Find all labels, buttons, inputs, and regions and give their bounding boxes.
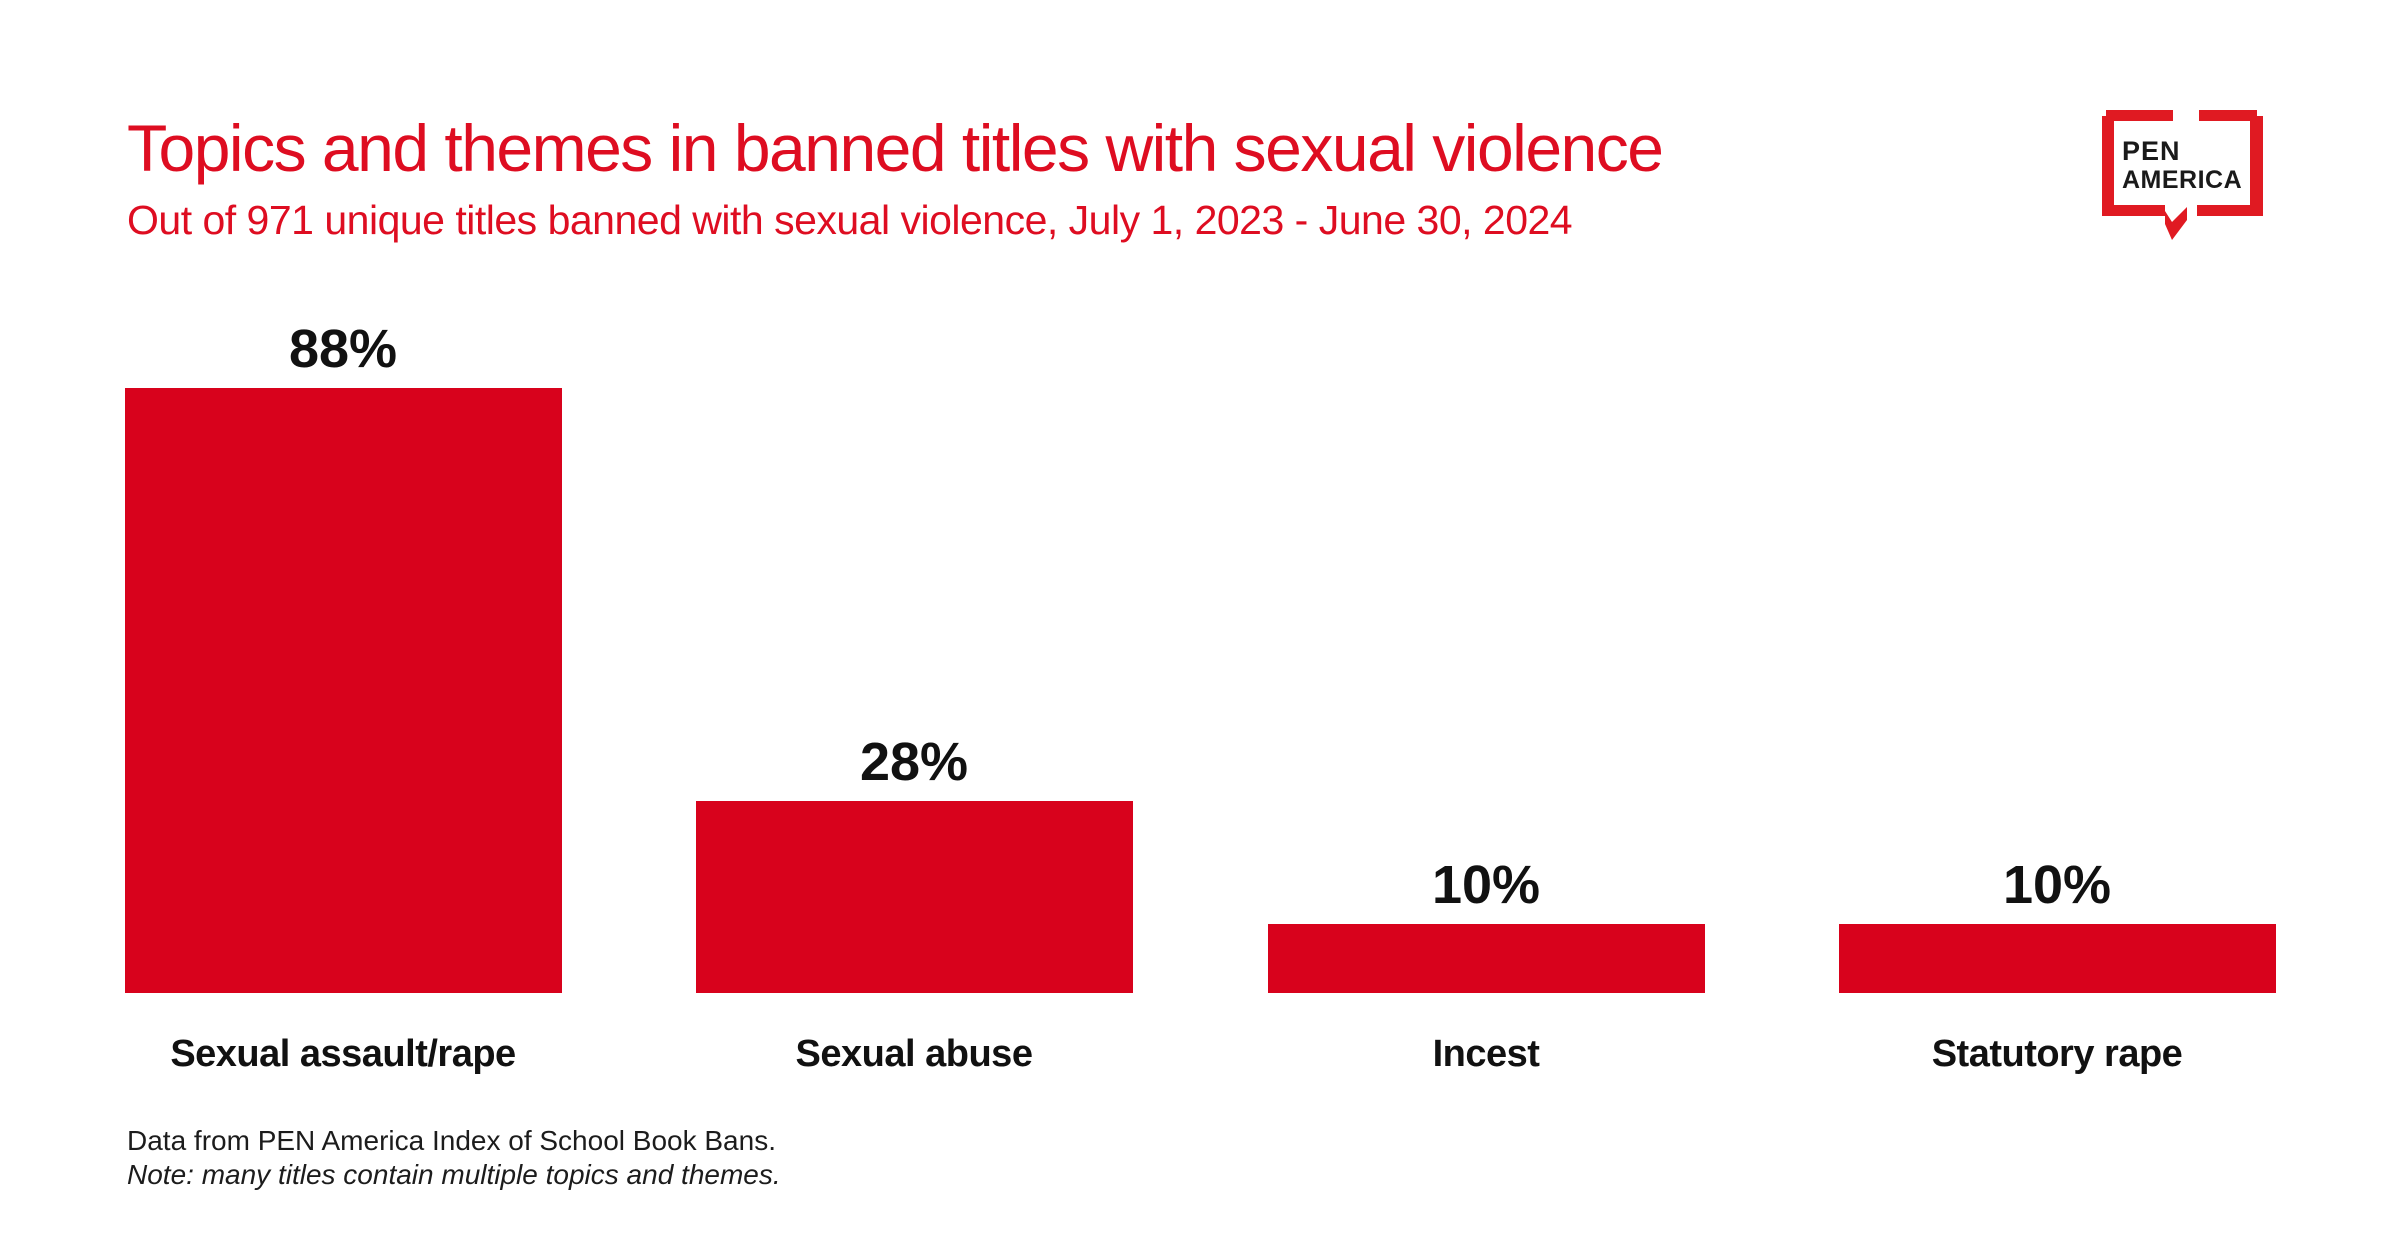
bar-value-label-statutory-rape: 10%: [2002, 855, 2112, 916]
bar-category-label-sexual-assault-rape: Sexual assault/rape: [170, 1033, 516, 1075]
bar-sexual-assault-rape: [124, 388, 562, 993]
bar-group-sexual-abuse: 28% Sexual abuse: [695, 0, 1133, 1260]
bar-category-label-incest: Incest: [1432, 1033, 1540, 1075]
bar-category-label-statutory-rape: Statutory rape: [1931, 1033, 2183, 1075]
bar-group-statutory-rape: 10% Statutory rape: [1838, 0, 2276, 1260]
pen-america-logo: PEN AMERICA: [2100, 108, 2270, 248]
bar-group-sexual-assault-rape: 88% Sexual assault/rape: [124, 0, 562, 1260]
footer-source: Data from PEN America Index of School Bo…: [127, 1125, 776, 1156]
chart-subtitle: Out of 971 unique titles banned with sex…: [127, 197, 1573, 243]
pen-america-logo-text-america: AMERICA: [2122, 166, 2242, 194]
chart-title: Topics and themes in banned titles with …: [127, 111, 1664, 185]
bar-group-incest: 10% Incest: [1267, 0, 1705, 1260]
bar-value-label-incest: 10%: [1431, 855, 1541, 916]
bar-statutory-rape: [1838, 924, 2276, 993]
bar-value-label-sexual-abuse: 28%: [859, 731, 969, 792]
pen-america-logo-text-pen: PEN: [2122, 136, 2181, 166]
bar-sexual-abuse: [695, 800, 1133, 993]
footer-note: Note: many titles contain multiple topic…: [127, 1159, 781, 1190]
bar-incest: [1267, 924, 1705, 993]
bar-value-label-sexual-assault-rape: 88%: [288, 319, 398, 379]
bar-category-label-sexual-abuse: Sexual abuse: [795, 1033, 1033, 1075]
pen-america-logo-icon: PEN AMERICA: [2102, 110, 2263, 240]
